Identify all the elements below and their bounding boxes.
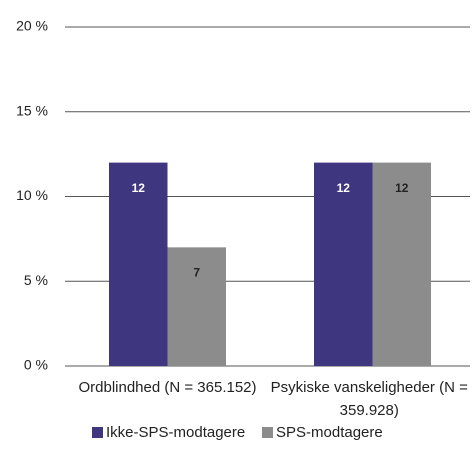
bar [167,247,226,366]
legend-swatch [262,427,273,438]
y-tick-label: 10 % [16,187,48,203]
data-label: 7 [193,266,200,280]
legend-swatch [92,427,103,438]
y-tick-label: 20 % [16,18,48,34]
x-tick-label: Ordblindhed (N = 365.152) [78,379,257,396]
legend-label: Ikke-SPS-modtagere [106,424,246,441]
legend-item: Ikke-SPS-modtagere [92,424,245,441]
y-tick-label: 0 % [24,357,48,373]
data-label: 12 [395,181,409,195]
bar [109,162,168,366]
legend-item: SPS-modtagere [262,424,383,441]
x-tick-label: Psykiske vanskeligheder (N = 359.928) [270,379,468,419]
bar [372,162,431,366]
legend-label: SPS-modtagere [276,424,383,441]
bar [314,162,373,366]
data-label: 12 [132,181,146,195]
y-tick-label: 5 % [24,272,48,288]
data-label: 12 [337,181,351,195]
y-tick-label: 15 % [16,102,48,118]
